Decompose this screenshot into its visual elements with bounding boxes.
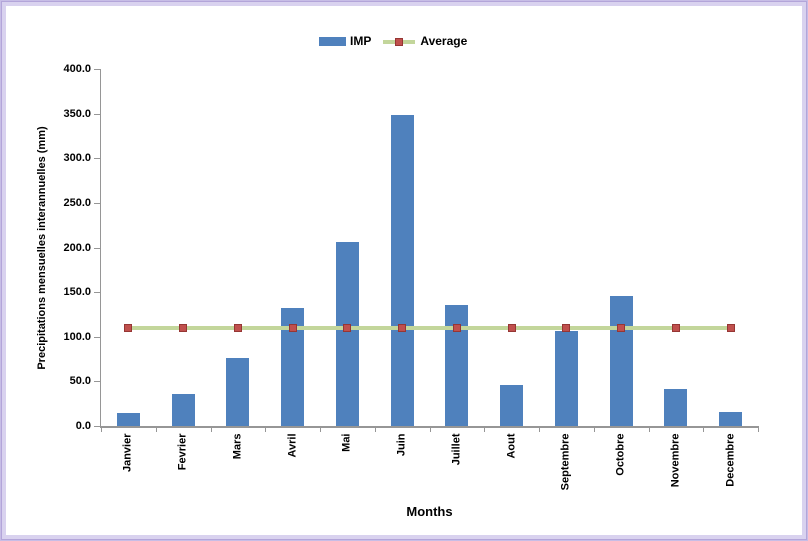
y-axis-tick — [94, 203, 101, 204]
y-axis-tick — [94, 114, 101, 115]
average-marker-avril — [289, 324, 297, 332]
bar-aout — [500, 385, 523, 426]
bar-fevrier — [172, 394, 195, 426]
legend-imp-swatch-icon — [319, 36, 346, 46]
chart-legend: IMP Average — [319, 34, 467, 48]
bar-janvier — [117, 413, 140, 426]
x-axis-title: Months — [406, 504, 453, 519]
average-marker-decembre — [727, 324, 735, 332]
average-marker-octobre — [617, 324, 625, 332]
y-axis-tick-label: 350.0 — [63, 108, 91, 120]
x-axis-tick — [758, 426, 759, 432]
bar-juin — [391, 115, 414, 426]
bar-octobre — [610, 296, 633, 426]
bar-mars — [226, 358, 249, 426]
x-axis-tick — [156, 426, 157, 432]
x-axis-tick — [430, 426, 431, 432]
average-marker-mars — [234, 324, 242, 332]
average-line — [128, 326, 730, 330]
x-axis-tick — [211, 426, 212, 432]
y-axis-tick — [94, 426, 101, 427]
x-axis-tick — [265, 426, 266, 432]
x-axis-tick — [101, 426, 102, 432]
y-axis-tick — [94, 292, 101, 293]
y-axis-tick — [94, 337, 101, 338]
y-axis-tick-label: 250.0 — [63, 197, 91, 209]
average-marker-novembre — [672, 324, 680, 332]
y-axis-tick-label: 50.0 — [69, 375, 91, 387]
y-axis-tick-label: 300.0 — [63, 152, 91, 164]
average-marker-juin — [398, 324, 406, 332]
y-axis-tick — [94, 158, 101, 159]
x-axis-tick — [484, 426, 485, 432]
average-marker-aout — [508, 324, 516, 332]
average-marker-juillet — [453, 324, 461, 332]
average-marker-mai — [343, 324, 351, 332]
y-axis-tick-label: 400.0 — [63, 63, 91, 75]
average-marker-septembre — [562, 324, 570, 332]
y-axis-tick-label: 200.0 — [63, 242, 91, 254]
bar-juillet — [445, 305, 468, 426]
bar-mai — [336, 242, 359, 426]
legend-imp-label: IMP — [350, 34, 372, 48]
x-axis-tick — [703, 426, 704, 432]
legend-average-label: Average — [420, 34, 468, 48]
x-axis-tick — [320, 426, 321, 432]
legend-average-marker-icon — [395, 37, 404, 46]
legend-average-line-icon — [383, 37, 416, 46]
x-axis-tick — [375, 426, 376, 432]
x-axis-tick — [539, 426, 540, 432]
y-axis-tick-label: 150.0 — [63, 286, 91, 298]
y-axis-tick — [94, 381, 101, 382]
y-axis-tick — [94, 69, 101, 70]
x-axis-tick — [594, 426, 595, 432]
y-axis-tick-label: 100.0 — [63, 331, 91, 343]
average-marker-janvier — [124, 324, 132, 332]
bar-novembre — [664, 389, 687, 426]
bar-decembre — [719, 412, 742, 426]
bar-avril — [281, 308, 304, 426]
x-axis-tick — [649, 426, 650, 432]
bar-septembre — [555, 331, 578, 426]
y-axis-tick — [94, 248, 101, 249]
y-axis-tick-label: 0.0 — [75, 420, 91, 432]
average-marker-fevrier — [179, 324, 187, 332]
plot-area — [100, 69, 759, 428]
